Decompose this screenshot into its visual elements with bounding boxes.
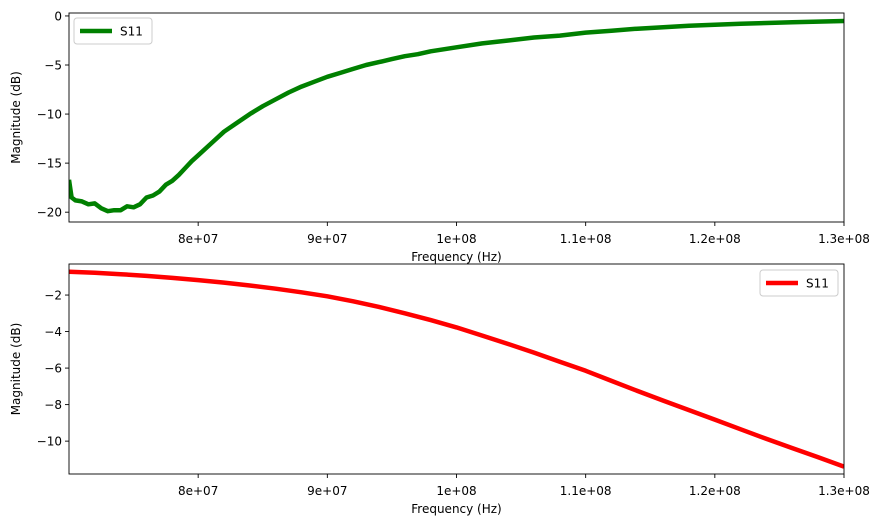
x-tick-label: 8e+07 [178, 232, 218, 246]
y-tick-label: −10 [37, 108, 62, 122]
x-axis-label: Frequency (Hz) [411, 250, 502, 264]
axes-frame [68, 12, 845, 223]
legend-label: S11 [806, 277, 829, 291]
y-tick-label: 0 [54, 9, 62, 23]
x-tick-label: 8e+07 [178, 484, 218, 498]
x-tick-label: 9e+07 [307, 232, 347, 246]
x-tick-label: 1e+08 [436, 232, 476, 246]
x-tick-label: 1.1e+08 [560, 484, 612, 498]
y-axis-label: Magnitude (dB) [9, 71, 23, 164]
y-tick-label: −20 [37, 206, 62, 220]
y-tick-label: −6 [44, 362, 62, 376]
legend-box [759, 269, 839, 297]
series-line-s11 [69, 18, 844, 214]
y-tick-label: −10 [37, 435, 62, 449]
y-tick-label: −4 [44, 325, 62, 339]
x-tick-label: 1.2e+08 [689, 484, 741, 498]
y-axis-label: Magnitude (dB) [9, 323, 23, 416]
x-tick-label: 1.3e+08 [818, 232, 870, 246]
axes-frame [68, 263, 845, 475]
y-tick-label: −2 [44, 289, 62, 303]
x-axis-label: Frequency (Hz) [411, 502, 502, 516]
legend-box [73, 17, 153, 45]
chart-panel-2: 8e+07 9e+07 1e+08 1.1e+08 1.2e+08 1.3e+08 −2 −4… [9, 263, 870, 516]
legend: S11 [73, 17, 153, 45]
series-line-s11 [69, 269, 844, 469]
y-tick-label: −5 [44, 59, 62, 73]
x-tick-label: 1.1e+08 [560, 232, 612, 246]
y-tick-label: −8 [44, 398, 62, 412]
chart-panel-1: 8e+07 9e+07 1e+08 1.1e+08 1.2e+08 1.3e+08 0 −5 −… [9, 9, 870, 264]
legend: S11 [759, 269, 839, 297]
x-tick-label: 9e+07 [307, 484, 347, 498]
y-tick-label: −15 [37, 157, 62, 171]
x-tick-label: 1e+08 [436, 484, 476, 498]
legend-label: S11 [120, 25, 143, 39]
x-tick-label: 1.2e+08 [689, 232, 741, 246]
x-tick-label: 1.3e+08 [818, 484, 870, 498]
